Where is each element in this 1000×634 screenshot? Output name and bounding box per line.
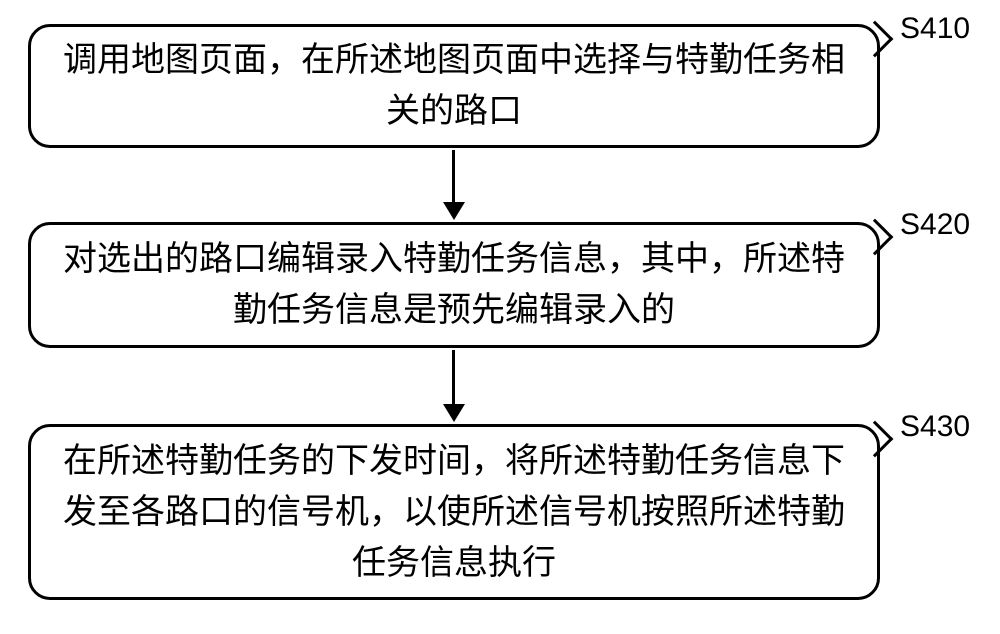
arrow-head-icon — [443, 404, 465, 422]
arrow-head-icon — [443, 202, 465, 220]
arrow-line — [452, 150, 455, 204]
node-label-s410: S410 — [900, 12, 970, 46]
flowchart-canvas: 调用地图页面，在所述地图页面中选择与特勤任务相关的路口 S410 对选出的路口编… — [0, 0, 1000, 634]
flow-node-s420: 对选出的路口编辑录入特勤任务信息，其中，所述特勤任务信息是预先编辑录入的 — [28, 222, 880, 348]
arrow-line — [452, 350, 455, 406]
flow-node-s430: 在所述特勤任务的下发时间，将所述特勤任务信息下发至各路口的信号机，以使所述信号机… — [28, 424, 880, 600]
node-label-s420: S420 — [900, 208, 970, 242]
node-text: 对选出的路口编辑录入特勤任务信息，其中，所述特勤任务信息是预先编辑录入的 — [61, 234, 847, 336]
node-text: 在所述特勤任务的下发时间，将所述特勤任务信息下发至各路口的信号机，以使所述信号机… — [61, 436, 847, 589]
node-label-s430: S430 — [900, 410, 970, 444]
node-text: 调用地图页面，在所述地图页面中选择与特勤任务相关的路口 — [61, 35, 847, 137]
flow-node-s410: 调用地图页面，在所述地图页面中选择与特勤任务相关的路口 — [28, 24, 880, 148]
